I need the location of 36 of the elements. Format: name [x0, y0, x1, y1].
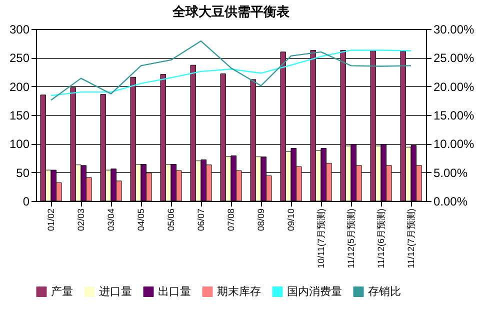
y-tick-label: 200: [9, 80, 30, 94]
x-tick-label: 03/04: [106, 208, 116, 232]
y2-tick-label: 10.00%: [434, 137, 475, 152]
legend-label: 产量: [51, 284, 73, 298]
y2-tick-label: 0.00%: [434, 194, 468, 208]
line-series: [50, 40, 412, 101]
y2-tick-label: 20.00%: [434, 80, 475, 94]
chart-title: 全球大豆供需平衡表: [172, 4, 290, 19]
x-tick-label: 04/05: [136, 208, 146, 232]
legend-label: 期末库存: [217, 284, 261, 298]
y2-tick-label: 30.00%: [434, 22, 475, 36]
line-series: [50, 50, 412, 96]
x-tick-label: 06/07: [196, 208, 206, 232]
x-tick-label: 11/12(6月预测): [376, 208, 386, 268]
y-tick-label: 300: [9, 22, 30, 36]
y2-tick-label: 25.00%: [434, 51, 475, 66]
y-tick-label: 100: [9, 137, 30, 152]
x-tick-label: 01/02: [46, 208, 56, 232]
y2-tick-label: 15.00%: [434, 108, 475, 122]
y-tick-label: 150: [9, 108, 30, 122]
legend-label: 出口量: [158, 284, 191, 298]
y-tick-label: 0: [22, 194, 30, 208]
x-tick-label: 05/06: [166, 208, 176, 232]
y-tick-label: 250: [9, 51, 30, 66]
x-tick-label: 09/10: [286, 208, 296, 232]
x-tick-label: 02/03: [76, 208, 86, 232]
legend-label: 存销比: [368, 284, 401, 298]
x-tick-label: 11/12(7月预测): [406, 208, 416, 268]
legend-label: 进口量: [99, 284, 132, 298]
y-tick-label: 50: [16, 166, 30, 180]
x-tick-label: 07/08: [226, 208, 236, 232]
x-tick-label: 11/12(5月预测): [346, 208, 356, 268]
y2-tick-label: 5.00%: [434, 166, 468, 180]
legend-label: 国内消费量: [287, 284, 342, 298]
x-tick-label: 08/09: [256, 208, 266, 232]
x-tick-label: 10/11(7月预测): [316, 208, 326, 268]
